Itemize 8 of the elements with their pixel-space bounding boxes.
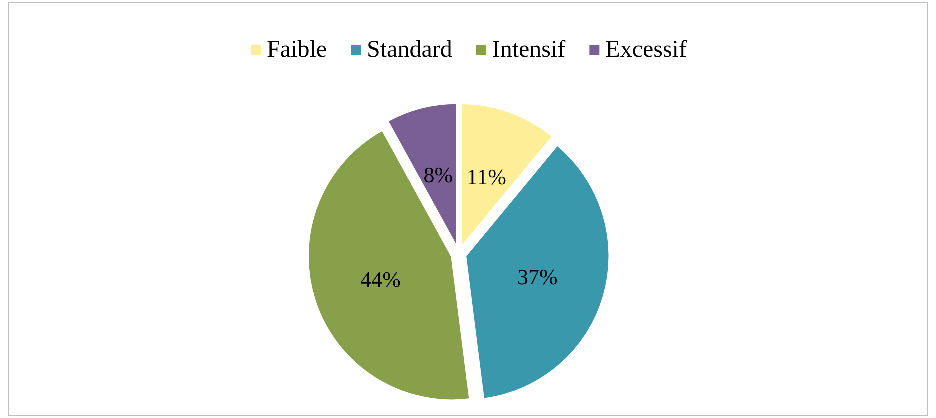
data-label: 37% [517, 264, 558, 290]
data-label: 11% [466, 164, 506, 190]
data-label: 8% [424, 162, 454, 188]
data-label: 44% [360, 267, 401, 292]
legend-label: Standard [367, 37, 452, 63]
legend-label: Intensif [492, 37, 566, 63]
legend-label: Excessif [606, 37, 687, 63]
legend-label: Faible [267, 37, 328, 63]
